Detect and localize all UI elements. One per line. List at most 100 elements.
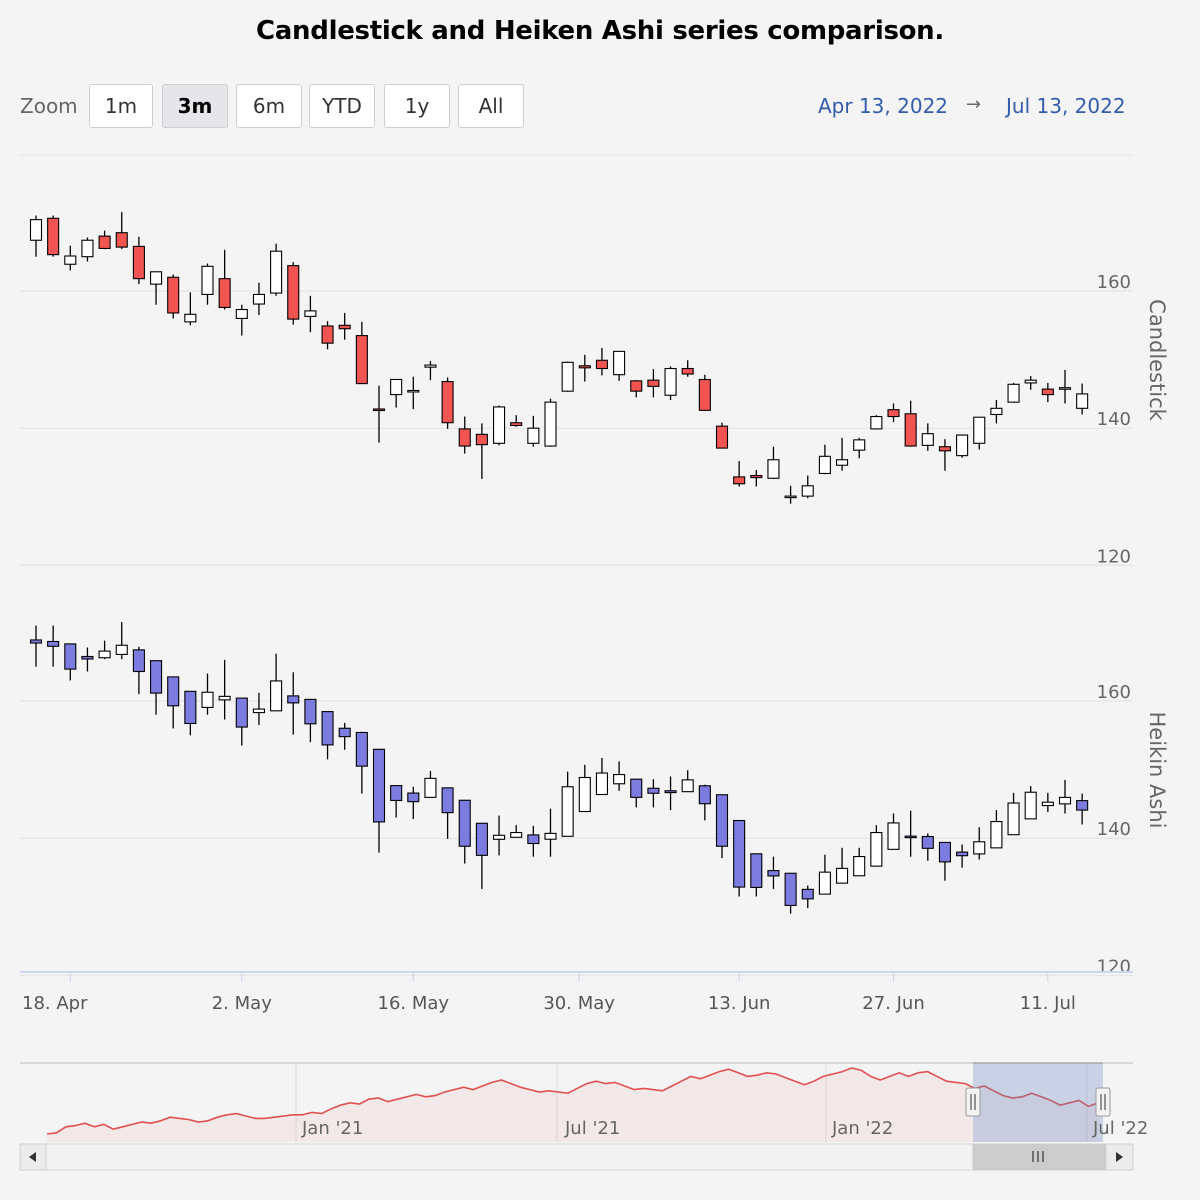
heikin-ashi-candle[interactable] bbox=[818, 854, 831, 895]
heikin-ashi-candle[interactable] bbox=[270, 653, 283, 712]
candlestick-candle[interactable] bbox=[733, 461, 746, 487]
heikin-ashi-candle[interactable] bbox=[561, 771, 574, 837]
heikin-ashi-candle[interactable] bbox=[938, 841, 952, 881]
candlestick-candle[interactable] bbox=[904, 400, 917, 447]
range-from-date[interactable]: Apr 13, 2022 bbox=[818, 94, 949, 118]
candlestick-candle[interactable] bbox=[475, 423, 488, 479]
scrollbar[interactable] bbox=[19, 1143, 1134, 1171]
heikin-ashi-candle[interactable] bbox=[287, 672, 300, 735]
scrollbar-left-button[interactable] bbox=[19, 1143, 47, 1171]
heikin-ashi-candle[interactable] bbox=[81, 647, 94, 672]
candlestick-candle[interactable] bbox=[424, 360, 437, 381]
scrollbar-thumb[interactable] bbox=[972, 1143, 1107, 1171]
candlestick-candle[interactable] bbox=[818, 444, 831, 475]
candlestick-candle[interactable] bbox=[150, 271, 163, 305]
candlestick-candle[interactable] bbox=[527, 415, 540, 447]
heikin-ashi-candle[interactable] bbox=[1058, 779, 1072, 814]
candlestick-candle[interactable] bbox=[441, 377, 454, 429]
candlestick-candle[interactable] bbox=[973, 416, 986, 450]
heikin-ashi-candle[interactable] bbox=[407, 786, 420, 819]
candlestick-candle[interactable] bbox=[201, 263, 214, 305]
heikin-ashi-candle[interactable] bbox=[647, 779, 660, 808]
heikin-ashi-candle[interactable] bbox=[304, 698, 317, 743]
candlestick-candle[interactable] bbox=[921, 423, 934, 451]
candlestick-candle[interactable] bbox=[458, 416, 471, 454]
heikin-ashi-candle[interactable] bbox=[458, 799, 471, 864]
heikin-ashi-candle[interactable] bbox=[372, 748, 386, 853]
candlestick-candle[interactable] bbox=[132, 236, 145, 285]
candlestick-candle[interactable] bbox=[355, 321, 368, 385]
heikin-ashi-candle[interactable] bbox=[235, 697, 248, 746]
heikin-ashi-candle[interactable] bbox=[733, 819, 746, 897]
heikin-ashi-candle[interactable] bbox=[956, 844, 969, 868]
zoom-1m-button[interactable]: 1m bbox=[89, 84, 153, 128]
candlestick-candle[interactable] bbox=[338, 312, 351, 340]
navigator-selection[interactable] bbox=[973, 1063, 1103, 1142]
candlestick-candle[interactable] bbox=[510, 415, 523, 427]
candlestick-candle[interactable] bbox=[390, 378, 403, 408]
candlestick-candle[interactable] bbox=[681, 360, 694, 377]
heikin-ashi-candle[interactable] bbox=[973, 827, 986, 860]
candlestick-candle[interactable] bbox=[870, 415, 883, 430]
heikin-ashi-candle[interactable] bbox=[390, 785, 403, 818]
zoom-6m-button[interactable]: 6m bbox=[236, 84, 302, 128]
candlestick-candle[interactable] bbox=[321, 321, 334, 350]
heikin-ashi-candle[interactable] bbox=[715, 794, 729, 859]
heikin-ashi-candle[interactable] bbox=[887, 813, 900, 850]
heikin-ashi-candle[interactable] bbox=[801, 885, 814, 909]
candlestick-candle[interactable] bbox=[630, 380, 643, 398]
heikin-ashi-candle[interactable] bbox=[184, 690, 197, 736]
candlestick-candle[interactable] bbox=[647, 369, 660, 398]
heikin-ashi-candle[interactable] bbox=[835, 847, 849, 884]
candlestick-candle[interactable] bbox=[664, 366, 677, 401]
heikin-ashi-candle[interactable] bbox=[767, 856, 780, 889]
candlestick-candle[interactable] bbox=[492, 405, 506, 446]
heikin-ashi-candle[interactable] bbox=[1024, 786, 1037, 820]
heikin-ashi-candle[interactable] bbox=[1041, 792, 1054, 813]
candlestick-candle[interactable] bbox=[64, 245, 77, 271]
zoom-ytd-button[interactable]: YTD bbox=[309, 84, 375, 128]
candlestick-candle[interactable] bbox=[990, 400, 1003, 424]
heikin-ashi-candle[interactable] bbox=[47, 625, 60, 667]
candlestick-candle[interactable] bbox=[167, 274, 180, 319]
candlestick-candle[interactable] bbox=[698, 374, 711, 411]
candlestick-candle[interactable] bbox=[372, 385, 386, 443]
candlestick-candle[interactable] bbox=[1007, 382, 1020, 403]
navigator-left-handle[interactable] bbox=[965, 1087, 981, 1117]
heikin-ashi-candle[interactable] bbox=[252, 692, 265, 726]
candlestick-candle[interactable] bbox=[887, 403, 900, 423]
heikin-ashi-candle[interactable] bbox=[544, 808, 557, 857]
heikin-ashi-candle[interactable] bbox=[527, 825, 540, 857]
candlestick-candle[interactable] bbox=[1024, 376, 1037, 390]
candlestick-candle[interactable] bbox=[544, 398, 557, 447]
heikin-ashi-candle[interactable] bbox=[201, 673, 214, 715]
candlestick-candle[interactable] bbox=[578, 354, 591, 382]
heikin-ashi-candle[interactable] bbox=[150, 660, 163, 715]
heikin-ashi-candle[interactable] bbox=[664, 776, 677, 811]
candlestick-candle[interactable] bbox=[115, 212, 128, 250]
heikin-ashi-candle[interactable] bbox=[492, 815, 506, 856]
heikin-ashi-candle[interactable] bbox=[338, 722, 351, 750]
candlestick-candle[interactable] bbox=[956, 434, 969, 458]
heikin-ashi-candle[interactable] bbox=[475, 822, 488, 889]
heikin-ashi-candle[interactable] bbox=[1076, 793, 1089, 825]
candlestick-candle[interactable] bbox=[750, 470, 763, 487]
heikin-ashi-candle[interactable] bbox=[1007, 792, 1020, 836]
heikin-ashi-candle[interactable] bbox=[990, 810, 1003, 849]
heikin-ashi-candle[interactable] bbox=[441, 787, 454, 839]
heikin-ashi-candle[interactable] bbox=[132, 646, 145, 695]
candlestick-candle[interactable] bbox=[29, 215, 43, 257]
heikin-ashi-candle[interactable] bbox=[870, 825, 883, 867]
zoom-1y-button[interactable]: 1y bbox=[384, 84, 450, 128]
scrollbar-right-button[interactable] bbox=[1105, 1143, 1134, 1171]
candlestick-candle[interactable] bbox=[47, 215, 60, 257]
heikin-ashi-candle[interactable] bbox=[630, 778, 643, 808]
heikin-ashi-candle[interactable] bbox=[853, 847, 866, 877]
navigator-right-handle[interactable] bbox=[1095, 1087, 1111, 1117]
candlestick-candle[interactable] bbox=[1076, 383, 1089, 415]
candlestick-candle[interactable] bbox=[218, 249, 231, 310]
scrollbar-track[interactable] bbox=[19, 1143, 1134, 1171]
candlestick-candle[interactable] bbox=[1058, 369, 1072, 404]
candlestick-candle[interactable] bbox=[835, 437, 849, 471]
candlestick-candle[interactable] bbox=[252, 282, 265, 316]
